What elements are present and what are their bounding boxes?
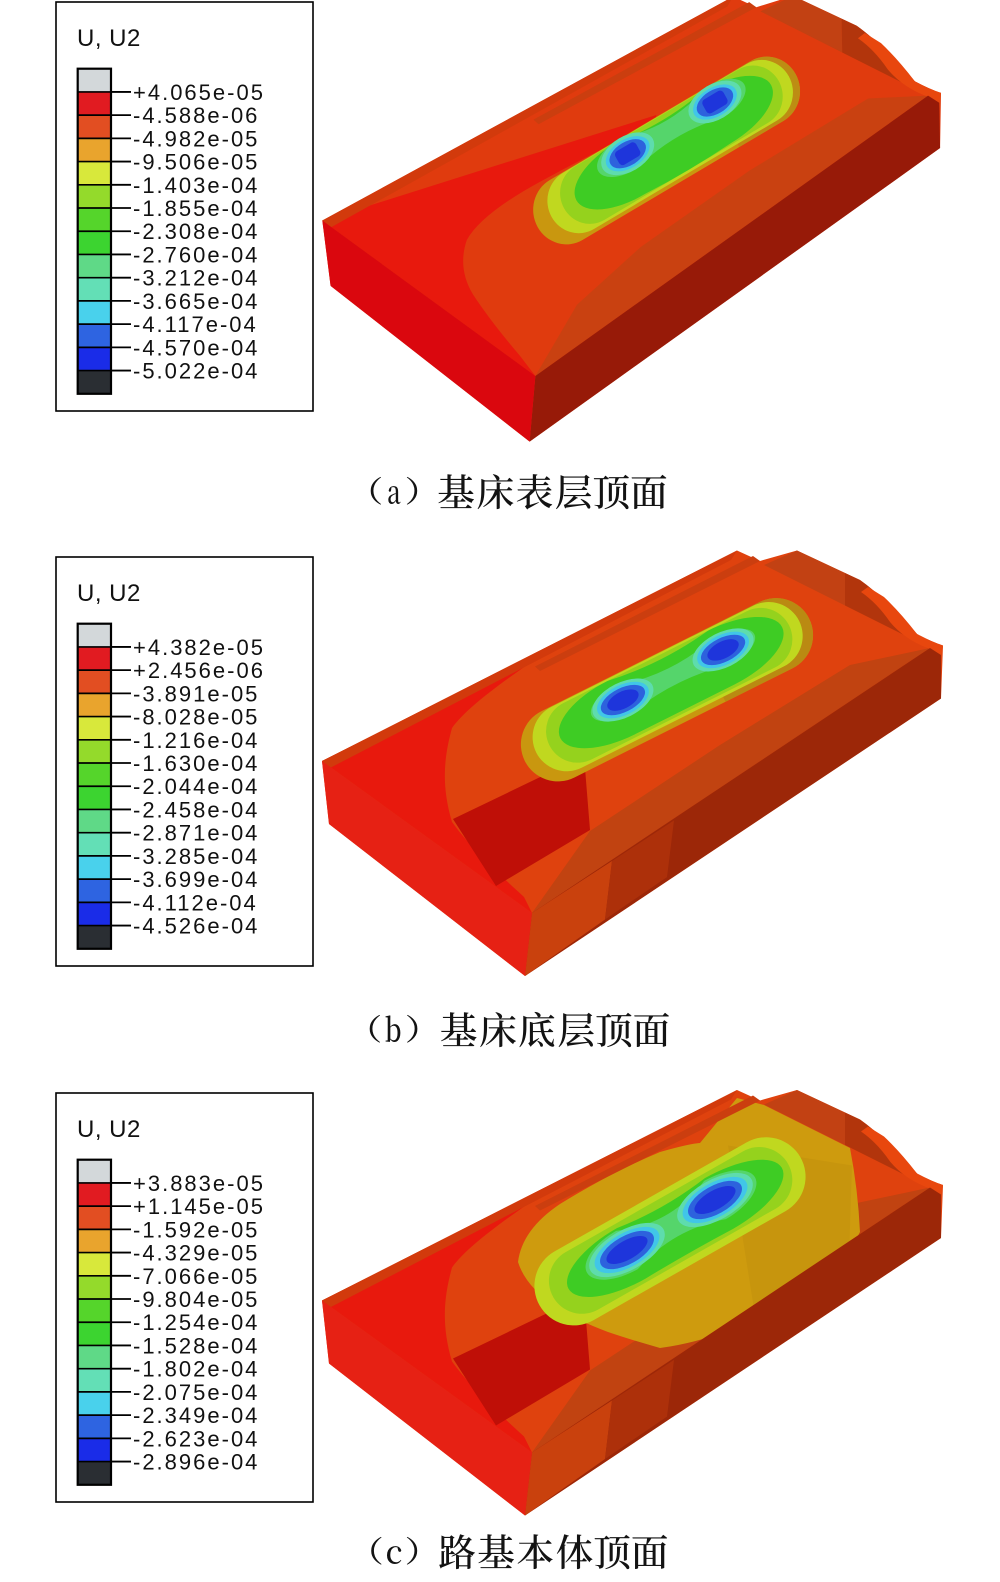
svg-text:U, U2: U, U2 <box>77 25 141 52</box>
svg-text:-2.349e-04: -2.349e-04 <box>133 1403 259 1428</box>
svg-text:-9.804e-05: -9.804e-05 <box>133 1287 259 1312</box>
svg-text:-2.458e-04: -2.458e-04 <box>133 797 259 822</box>
svg-text:-1.802e-04: -1.802e-04 <box>133 1357 259 1382</box>
svg-text:-4.588e-06: -4.588e-06 <box>133 103 259 128</box>
svg-text:-4.982e-05: -4.982e-05 <box>133 126 259 151</box>
svg-text:-3.891e-05: -3.891e-05 <box>133 681 259 706</box>
svg-text:+1.145e-05: +1.145e-05 <box>133 1194 265 1219</box>
svg-text:-2.308e-04: -2.308e-04 <box>133 219 259 244</box>
svg-text:-8.028e-05: -8.028e-05 <box>133 705 259 730</box>
svg-text:-1.403e-04: -1.403e-04 <box>133 173 259 198</box>
svg-text:-4.117e-04: -4.117e-04 <box>133 312 258 337</box>
svg-text:-1.528e-04: -1.528e-04 <box>133 1333 259 1358</box>
svg-text:-2.623e-04: -2.623e-04 <box>133 1426 259 1451</box>
svg-text:-1.855e-04: -1.855e-04 <box>133 196 259 221</box>
svg-text:-3.285e-04: -3.285e-04 <box>133 844 259 869</box>
svg-text:+3.883e-05: +3.883e-05 <box>133 1171 265 1196</box>
svg-text:-7.066e-05: -7.066e-05 <box>133 1264 259 1289</box>
svg-text:U, U2: U, U2 <box>77 1116 141 1143</box>
svg-text:-9.506e-05: -9.506e-05 <box>133 150 259 175</box>
svg-text:+2.456e-06: +2.456e-06 <box>133 658 265 683</box>
svg-text:-4.329e-05: -4.329e-05 <box>133 1241 259 1266</box>
svg-text:-2.896e-04: -2.896e-04 <box>133 1450 259 1475</box>
svg-text:-3.699e-04: -3.699e-04 <box>133 867 259 892</box>
svg-text:+4.382e-05: +4.382e-05 <box>133 635 265 660</box>
svg-text:-4.526e-04: -4.526e-04 <box>133 914 259 939</box>
svg-text:-2.760e-04: -2.760e-04 <box>133 242 259 267</box>
svg-text:-1.630e-04: -1.630e-04 <box>133 751 259 776</box>
svg-text:-2.075e-04: -2.075e-04 <box>133 1380 259 1405</box>
svg-text:-4.112e-04: -4.112e-04 <box>133 890 258 915</box>
svg-text:-3.665e-04: -3.665e-04 <box>133 289 259 314</box>
svg-text:-2.871e-04: -2.871e-04 <box>133 821 259 846</box>
svg-text:-3.212e-04: -3.212e-04 <box>133 266 259 291</box>
svg-text:-4.570e-04: -4.570e-04 <box>133 335 259 360</box>
svg-text:-1.216e-04: -1.216e-04 <box>133 728 259 753</box>
svg-text:+4.065e-05: +4.065e-05 <box>133 80 265 105</box>
svg-text:-2.044e-04: -2.044e-04 <box>133 774 259 799</box>
svg-text:-1.254e-04: -1.254e-04 <box>133 1310 259 1335</box>
svg-text:-1.592e-05: -1.592e-05 <box>133 1217 259 1242</box>
svg-text:-5.022e-04: -5.022e-04 <box>133 359 259 384</box>
svg-text:U, U2: U, U2 <box>77 580 141 607</box>
